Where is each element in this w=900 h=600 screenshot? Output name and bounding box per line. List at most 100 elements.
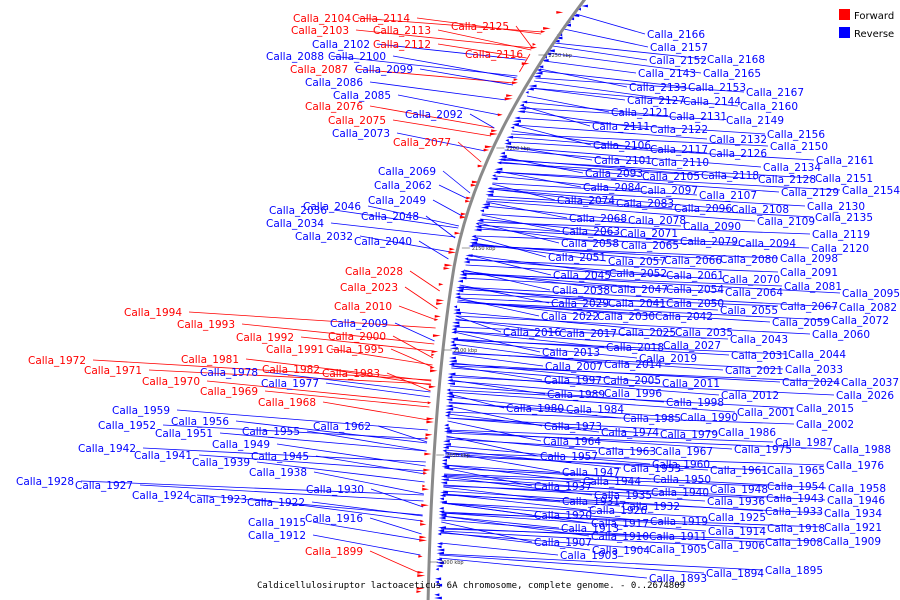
leader-line <box>442 494 823 514</box>
gene-label: Calla_1950 <box>653 474 711 486</box>
gene-label: Calla_2005 <box>603 375 661 387</box>
gene-label: Calla_2031 <box>731 350 789 362</box>
leader-line <box>461 277 724 293</box>
gene-label: Calla_1939 <box>192 457 250 469</box>
gene-arrow <box>454 295 461 299</box>
gene-label: Calla_2019 <box>639 353 697 365</box>
gene-label: Calla_2083 <box>616 198 674 210</box>
gene-label: Calla_2152 <box>649 55 707 67</box>
leader-line <box>447 413 600 433</box>
leader-line <box>486 200 756 222</box>
gene-arrow <box>541 59 549 62</box>
leader-line <box>510 133 769 147</box>
gene-label: Calla_2076 <box>305 101 363 113</box>
gene-label: Calla_2093 <box>585 168 643 180</box>
gene-arrow <box>435 577 442 581</box>
leader-line <box>454 326 729 340</box>
gene-arrow <box>512 81 518 85</box>
gene-arrow <box>434 593 440 597</box>
gene-label: Calla_1943 <box>766 493 824 505</box>
gene-arrow <box>431 353 435 357</box>
gene-arrow <box>471 180 480 184</box>
leader-line <box>315 455 426 475</box>
gene-arrow <box>447 372 456 376</box>
gene-arrow <box>432 334 441 337</box>
gene-label: Calla_1984 <box>566 404 624 416</box>
gene-label: Calla_2015 <box>796 403 854 415</box>
gene-arrow <box>519 103 525 107</box>
gene-label: Calla_2070 <box>722 274 780 286</box>
gene-label: Calla_2134 <box>763 162 821 174</box>
gene-label: Calla_2044 <box>788 349 846 361</box>
gene-label: Calla_2161 <box>816 155 874 167</box>
gene-label: Calla_1934 <box>824 508 882 520</box>
gene-label: Calla_2038 <box>552 285 610 297</box>
gene-label: Calla_2052 <box>609 268 667 280</box>
gene-label: Calla_2036 <box>269 205 327 217</box>
gene-label: Calla_1994 <box>124 307 182 319</box>
gene-arrow <box>540 30 546 33</box>
gene-label: Calla_2072 <box>831 315 889 327</box>
gene-label: Calla_2063 <box>562 226 620 238</box>
gene-arrow <box>427 401 432 405</box>
gene-label: Calla_1946 <box>827 495 885 507</box>
gene-label: Calla_1996 <box>604 388 662 400</box>
leader-line <box>451 367 602 381</box>
gene-arrow <box>453 308 460 312</box>
gene-label: Calla_2035 <box>675 327 733 339</box>
gene-label: Calla_2014 <box>604 359 662 371</box>
gene-arrow <box>469 241 478 245</box>
leader-line <box>450 374 720 396</box>
gene-arrow <box>487 187 492 190</box>
gene-label: Calla_1924 <box>132 490 190 502</box>
gene-arrow <box>437 529 445 533</box>
leader-line <box>535 77 745 93</box>
gene-label: Calla_1930 <box>306 484 364 496</box>
gene-label: Calla_2027 <box>663 340 721 352</box>
gene-label: Calla_1964 <box>543 436 601 448</box>
gene-label: Calla_2087 <box>290 64 348 76</box>
gene-arrow <box>436 545 442 549</box>
gene-label: Calla_2043 <box>730 334 788 346</box>
gene-label: Calla_1969 <box>200 386 258 398</box>
gene-label: Calla_1923 <box>189 494 247 506</box>
gene-arrow <box>445 407 454 411</box>
gene-arrow <box>435 564 443 568</box>
gene-arrow <box>494 167 503 171</box>
leader-line <box>445 455 766 471</box>
gene-label: Calla_2122 <box>650 124 708 136</box>
leader-line <box>520 110 649 130</box>
leader-line <box>451 365 543 381</box>
gene-label: Calla_2157 <box>650 42 708 54</box>
leader-line <box>439 553 764 571</box>
scale-tick-label: 2050 kbp <box>446 453 470 459</box>
leader-line <box>458 293 779 307</box>
gene-label: Calla_2084 <box>583 182 641 194</box>
genome-caption: Caldicellulosiruptor lactoaceticus 6A ch… <box>257 581 685 591</box>
leader-line <box>206 380 430 404</box>
gene-label: Calla_2000 <box>328 331 386 343</box>
forward-legend-label: Forward <box>854 11 894 22</box>
gene-label: Calla_1955 <box>242 426 300 438</box>
leader-line <box>397 94 500 116</box>
gene-label: Calla_1893 <box>649 573 707 585</box>
gene-label: Calla_1949 <box>212 439 270 451</box>
gene-arrow <box>484 145 493 149</box>
gene-label: Calla_1908 <box>765 537 823 549</box>
leader-line <box>256 461 425 483</box>
leader-line <box>416 17 542 35</box>
leader-line <box>312 534 421 556</box>
gene-label: Calla_2042 <box>655 311 713 323</box>
gene-arrow <box>499 155 507 158</box>
gene-label: Calla_1907 <box>534 537 592 549</box>
leader-line <box>445 451 561 473</box>
leader-line <box>514 124 708 140</box>
gene-arrow <box>577 7 581 11</box>
scale-tick-label: 2200 kbp <box>506 146 530 152</box>
gene-label: Calla_1978 <box>200 367 258 379</box>
gene-arrow <box>492 174 496 177</box>
gene-label: Calla_1921 <box>824 522 882 534</box>
gene-arrow <box>518 107 526 110</box>
gene-arrow <box>440 475 447 478</box>
